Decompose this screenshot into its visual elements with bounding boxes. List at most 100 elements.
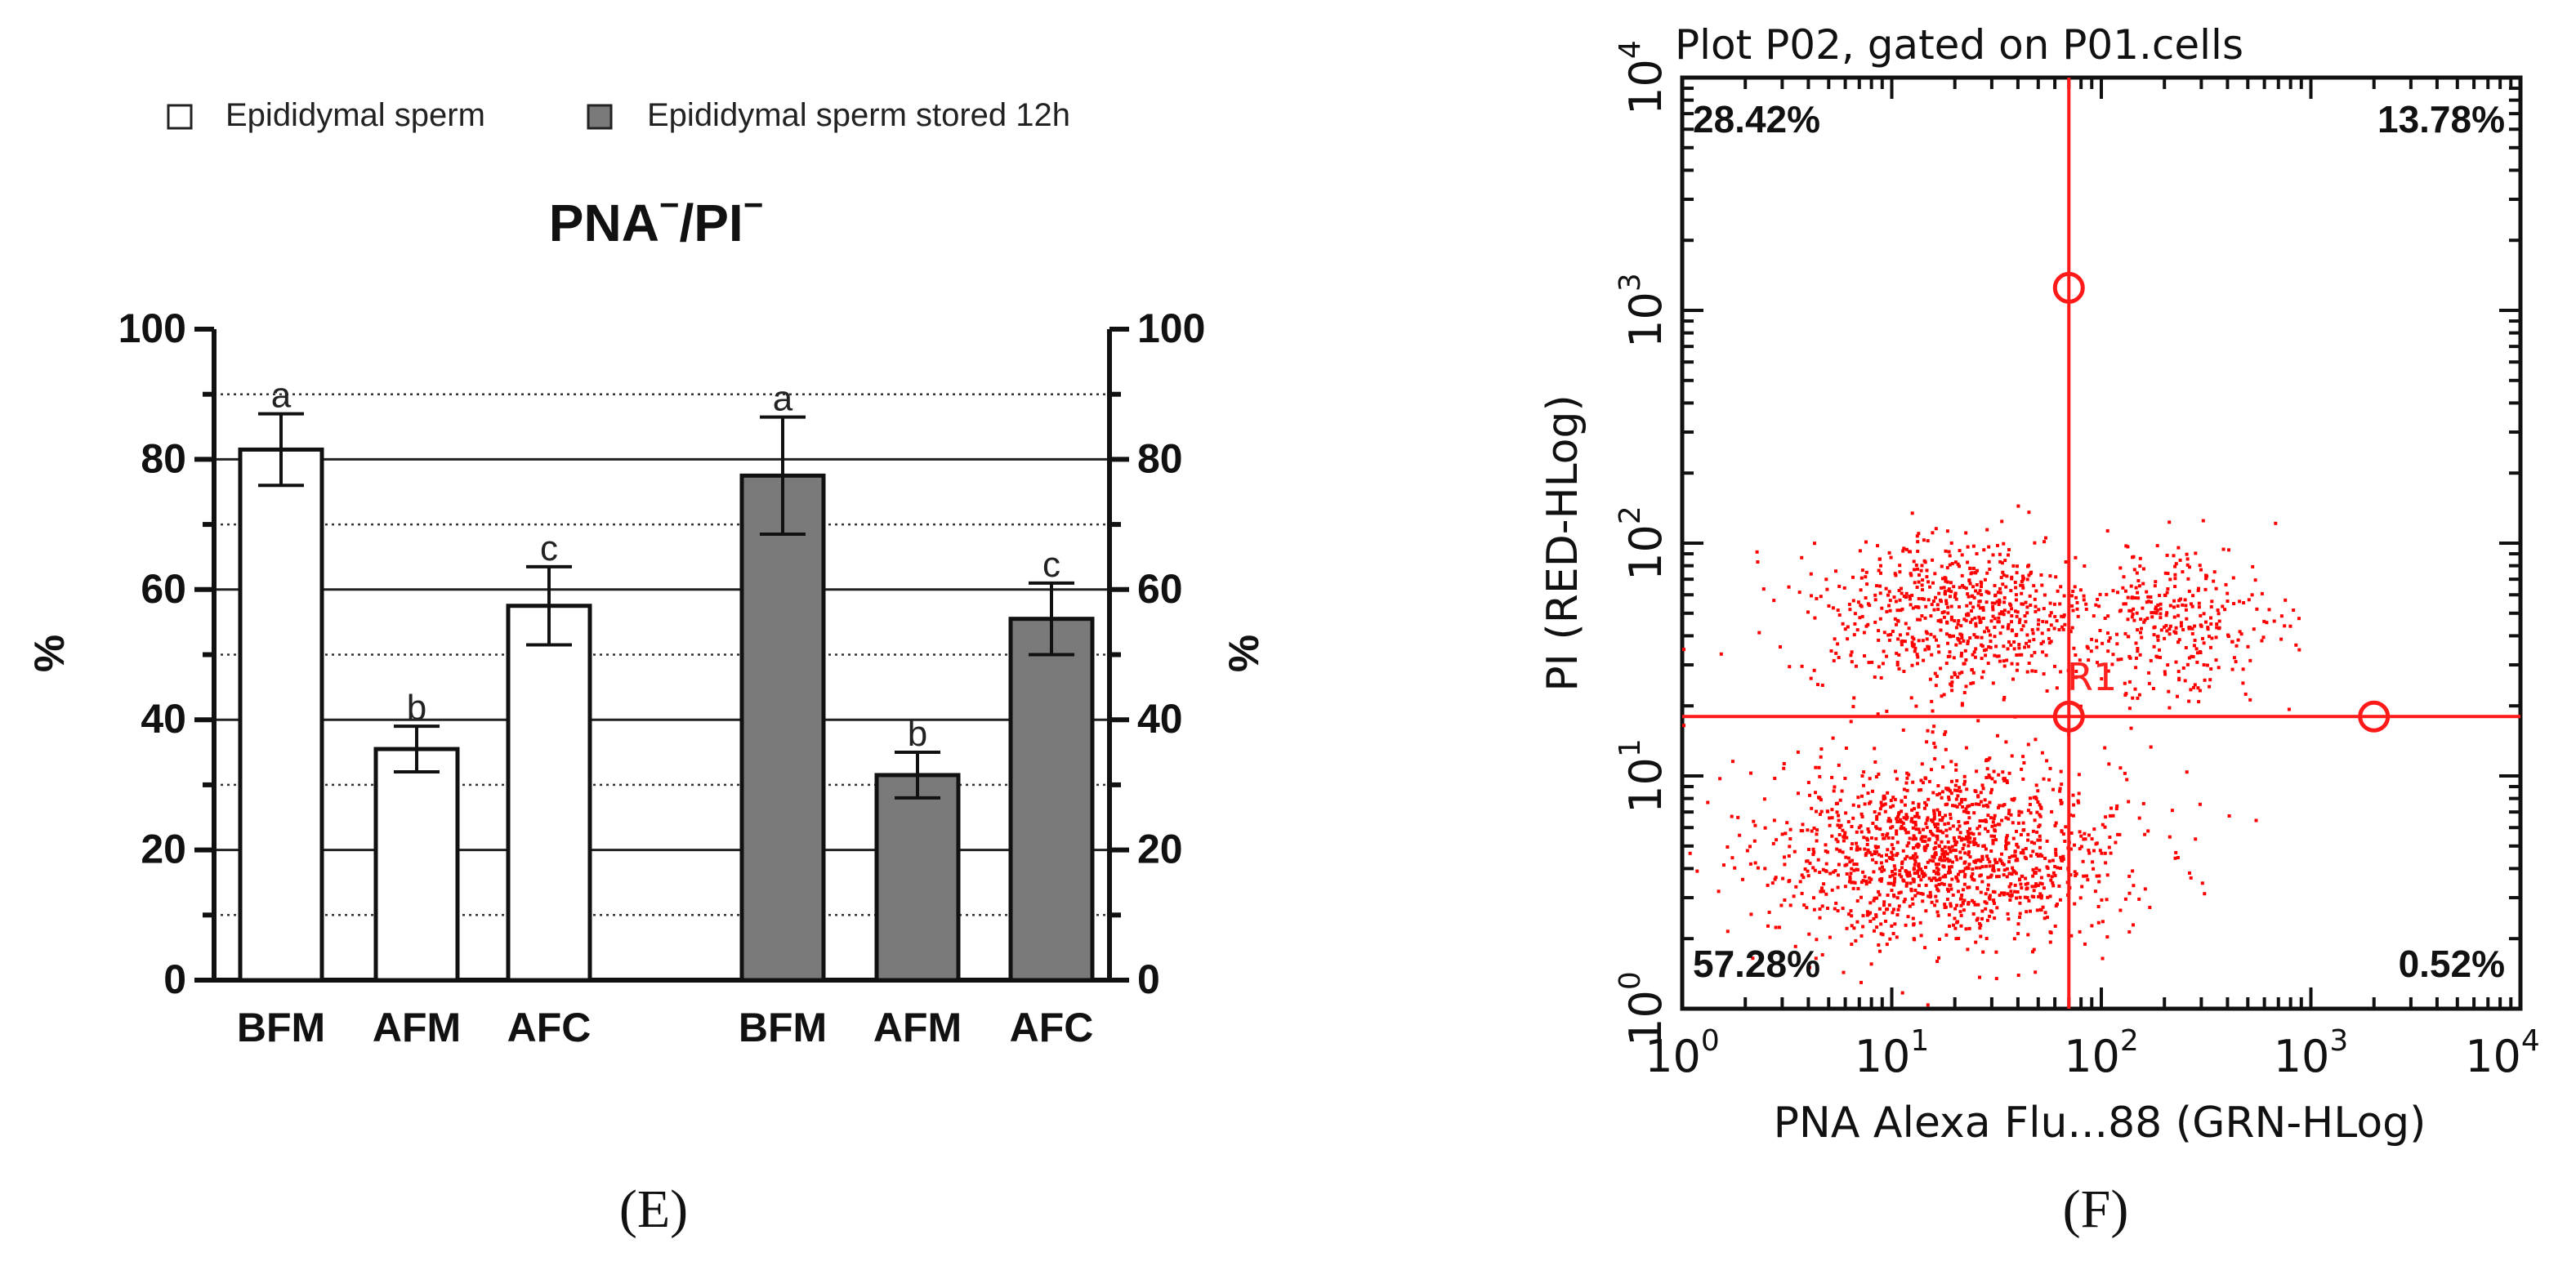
event-dot bbox=[1944, 549, 1948, 553]
event-dot bbox=[1824, 843, 1828, 847]
event-dot bbox=[2002, 778, 2007, 782]
event-dot bbox=[2127, 800, 2131, 804]
event-dot bbox=[1800, 664, 1804, 668]
legend-label-stored: Epididymal sperm stored 12h bbox=[647, 97, 1070, 133]
event-dot bbox=[1859, 812, 1864, 816]
event-dot bbox=[1864, 880, 1868, 883]
event-dot bbox=[1972, 900, 1976, 904]
significance-letter: a bbox=[773, 379, 793, 419]
event-dot bbox=[1986, 829, 1990, 833]
event-dot bbox=[1827, 604, 1831, 608]
event-dot bbox=[1912, 846, 1915, 850]
event-dot bbox=[1909, 819, 1913, 823]
x-tick-label: AFM bbox=[373, 1005, 461, 1050]
event-dot bbox=[1947, 796, 1951, 799]
event-dot bbox=[1824, 869, 1828, 873]
event-dot bbox=[2010, 854, 2014, 858]
event-dot bbox=[1986, 857, 1990, 861]
event-dot bbox=[1952, 634, 1955, 638]
event-dot bbox=[2047, 873, 2051, 877]
gate-handle[interactable] bbox=[2052, 700, 2085, 733]
event-dot bbox=[1852, 633, 1856, 637]
event-dot bbox=[2039, 806, 2043, 810]
event-dot bbox=[2147, 600, 2150, 604]
event-dot bbox=[1902, 670, 1906, 673]
event-dot bbox=[2204, 577, 2208, 581]
quadrant-upper-right-percent: 13.78% bbox=[2377, 98, 2505, 140]
event-dot bbox=[2129, 608, 2133, 613]
event-dot bbox=[1971, 544, 1976, 548]
gate-handle[interactable] bbox=[2358, 700, 2391, 733]
event-dot bbox=[1965, 604, 1969, 608]
event-dot bbox=[1974, 624, 1978, 628]
event-dot bbox=[1979, 620, 1983, 624]
event-dot bbox=[2158, 594, 2162, 597]
event-dot bbox=[1862, 836, 1866, 840]
event-dot bbox=[1779, 645, 1782, 649]
gate-handle[interactable] bbox=[2052, 271, 2085, 304]
event-dot bbox=[2261, 635, 2266, 640]
event-dot bbox=[1877, 638, 1881, 642]
event-dot bbox=[1988, 894, 1992, 898]
event-dot bbox=[1904, 828, 1908, 831]
event-dot bbox=[2029, 854, 2033, 858]
event-dot bbox=[2205, 663, 2209, 667]
quadrant-gate-r1[interactable] bbox=[1682, 78, 2520, 1009]
event-dot bbox=[1748, 845, 1752, 849]
event-dot bbox=[1955, 903, 1959, 907]
event-dot bbox=[1931, 859, 1935, 863]
event-dot bbox=[2214, 658, 2218, 662]
event-dot bbox=[1833, 907, 1837, 911]
event-dot bbox=[2054, 848, 2058, 852]
event-dot bbox=[1963, 851, 1967, 855]
event-dot bbox=[2010, 893, 2014, 897]
event-dot bbox=[1891, 847, 1895, 850]
event-dot bbox=[1928, 829, 1932, 833]
event-dot bbox=[1911, 780, 1915, 784]
event-dot bbox=[1970, 668, 1974, 672]
event-dot bbox=[1880, 854, 1883, 858]
event-dot bbox=[1964, 927, 1968, 931]
event-dot bbox=[2136, 647, 2140, 650]
event-dot bbox=[1998, 631, 2002, 635]
event-dot bbox=[2123, 681, 2127, 685]
event-dot bbox=[2079, 834, 2083, 838]
event-dot bbox=[2106, 614, 2110, 618]
event-dot bbox=[2105, 592, 2109, 596]
event-dot bbox=[1869, 877, 1873, 881]
event-dot bbox=[1949, 902, 1953, 906]
event-dot bbox=[2044, 536, 2047, 540]
event-dot bbox=[2029, 796, 2032, 800]
event-dot bbox=[1815, 809, 1818, 814]
event-dot bbox=[1887, 551, 1891, 555]
event-dot bbox=[1959, 856, 1962, 860]
event-dot bbox=[1895, 618, 1900, 622]
event-dot bbox=[1934, 527, 1938, 531]
event-dot bbox=[2137, 693, 2141, 697]
event-dot bbox=[1915, 586, 1919, 589]
plot-frame bbox=[1680, 75, 2523, 1011]
y-tick-label-left: 80 bbox=[141, 435, 186, 481]
event-dot bbox=[1980, 858, 1984, 862]
event-dot bbox=[1926, 860, 1930, 864]
event-dot bbox=[1962, 662, 1966, 666]
event-dot bbox=[1948, 865, 1951, 869]
event-dot bbox=[2004, 842, 2008, 846]
event-dot bbox=[1892, 864, 1896, 868]
event-dot bbox=[1868, 850, 1872, 854]
event-dot bbox=[2086, 878, 2090, 882]
event-dot bbox=[1991, 681, 1995, 685]
event-dot bbox=[1812, 826, 1816, 830]
event-dot bbox=[1988, 914, 1992, 918]
event-dot bbox=[1935, 638, 1938, 642]
event-dot bbox=[1956, 794, 1960, 798]
event-dot bbox=[1808, 793, 1811, 797]
event-dot bbox=[1994, 977, 1998, 981]
event-dot bbox=[2036, 800, 2040, 804]
event-dot bbox=[1935, 829, 1940, 833]
event-dot bbox=[1934, 894, 1938, 898]
event-dot bbox=[1963, 649, 1967, 653]
event-dot bbox=[2071, 590, 2075, 593]
event-dot bbox=[1902, 546, 1906, 551]
event-dot bbox=[1967, 850, 1971, 854]
